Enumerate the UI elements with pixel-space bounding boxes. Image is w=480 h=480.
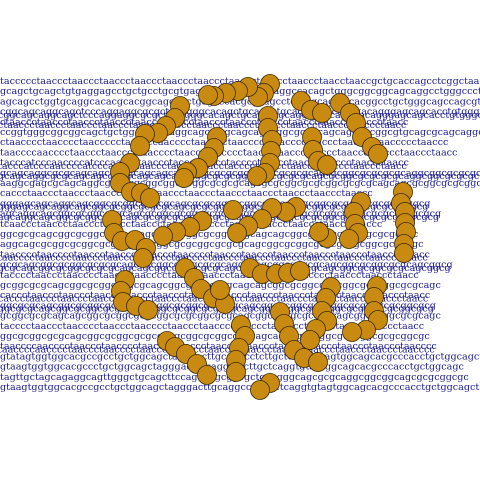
scatter-point	[133, 248, 153, 268]
sequence-line: gggagcagcaggcagcggcgcggcgcgcgcagcgcgcggc…	[0, 198, 430, 209]
sequence-line: gcagcaggcgcgcagcagcgcggcagcagcaggcggcgcg…	[0, 168, 480, 179]
scatter-point	[223, 200, 243, 220]
scatter-point	[210, 280, 230, 300]
sequence-line: tacccctaaccctaacccctaaccctaacccctaacccta…	[0, 270, 419, 281]
scatter-point	[226, 362, 246, 382]
sequence-line-overprint: gcgcagcggcgcggcgcgcgcagcagcggcgcggcgcgca…	[0, 263, 451, 274]
marker-layer	[102, 74, 416, 400]
scatter-point	[290, 261, 310, 281]
sequence-line: taaccccaacccctaaccctaacccctaacccctaaccct…	[0, 341, 437, 352]
sequence-line: gtaagtggtggcacgccgcctgctggcagctagggacttg…	[0, 382, 479, 393]
sequence-line-overprint: agcaggcagcggcgcggcgcgcagcgcggcgcggcgcgcg…	[0, 212, 439, 223]
sequence-line: taacccctaacccctaaccctaacccctaaccctaacccc…	[0, 249, 430, 260]
sequence-line-overprint: taaccccaacccctaaccctaacccctaacccctaaccct…	[0, 344, 435, 355]
sequence-line: ccggtgggcggcggcagctgctgggcgcgcaggcagcctc…	[0, 127, 480, 138]
sequence-line-overprint: ctaaccctaaccctaaccctaaccctaaccctaaccctaa…	[0, 120, 406, 131]
sequence-line: taaccccaacccctaaccctaacccctaacccctaaccct…	[0, 147, 457, 158]
sequence-line-overprint: gcagcaggcgcgcagcagcgcggcagcagcaggcggcgcg…	[0, 171, 480, 182]
scatter-point	[250, 380, 270, 400]
scatter-point	[339, 229, 359, 249]
scatter-point	[197, 365, 217, 385]
sequence-line: gcggcgcgcagcagcggcgcggcgcgcggcgcgcggcgcg…	[0, 311, 441, 322]
scatter-point	[317, 155, 337, 175]
scatter-point	[198, 85, 218, 105]
scatter-point	[247, 166, 267, 186]
scatter-point	[312, 103, 332, 123]
sequence-line-overprint: taacccctaacccctaaccctaacccctaaccctaacccc…	[0, 253, 428, 264]
sequence-line: agcaggcagcggcgcggcgcgcagcgcggcgcggcgcgcg…	[0, 209, 441, 220]
scatter-point	[153, 226, 173, 246]
sequence-line: aaggcgagcgcagcaggcggcgcgcggcggcgcggcgcgc…	[0, 178, 480, 189]
scatter-point	[140, 188, 160, 208]
sequence-line: ggcgcgcagcggcgcggcgcgcgcagcggcgcggcgcggc…	[0, 229, 418, 240]
sequence-line: aggcagcgcggcgcggcgcgcagcagcggcgcgcggcgcg…	[0, 239, 424, 250]
scatter-point	[308, 352, 328, 372]
scatter-point	[227, 223, 247, 243]
sequence-line: caccctaaccctaaccctaaccctaaccctaaccctaacc…	[0, 188, 373, 199]
sequence-line-overprint: cggcagcaggcagctcccaggaggcgcgctgcagggcaca…	[0, 110, 480, 121]
scatter-point	[368, 144, 388, 164]
sequence-line-overprint: gggagcagcaggcagcggcgcggcgcgcgcagcgcgcggc…	[0, 202, 428, 213]
scatter-point	[138, 300, 158, 320]
scatter-point	[130, 136, 150, 156]
scatter-point	[394, 243, 414, 263]
scatter-point	[309, 222, 329, 242]
sequence-line: agcagcctggtgcaggcacacgcacggcagcagctgagcc…	[0, 96, 480, 107]
sequence-line: tacccctaaccctaacccctaaccctaacccctaacccta…	[0, 321, 424, 332]
scatter-point	[342, 322, 362, 342]
sequence-line: ctaaccctaaccctaaccctaaccctaaccctaaccctaa…	[0, 117, 408, 128]
sequence-line: ggcgcggcgcgcagcggcgcggcgcgcgcagcggcgcggc…	[0, 331, 430, 342]
sequence-line: gcgcagcggcgcggcgcgcgcagcagcggcgcggcgcgca…	[0, 260, 453, 271]
sequence-line: cggcagcaggcagctcccaggaggcgcgctgcagggcaca…	[0, 107, 480, 118]
scatter-point	[174, 168, 194, 188]
scatter-point	[300, 330, 320, 350]
